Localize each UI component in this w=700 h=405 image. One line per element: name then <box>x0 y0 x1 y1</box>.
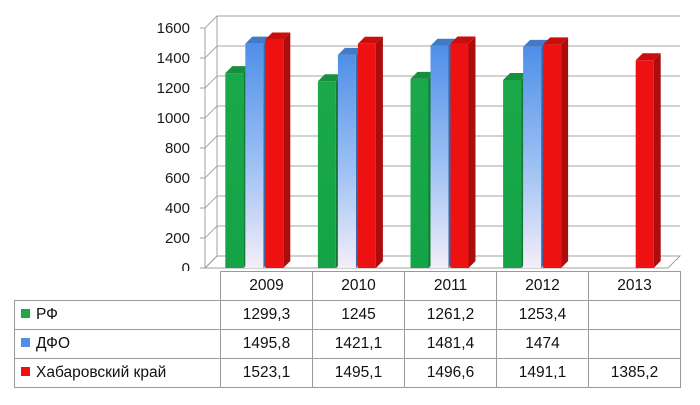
y-tick-label: 1600 <box>157 20 190 37</box>
data-label: 1245 <box>312 300 405 330</box>
legend-swatch <box>21 309 30 318</box>
legend-entry: Хабаровский край <box>14 358 221 388</box>
data-table: 2009 2010 2011 2012 2013 РФ 1299,3 1245 1261,2 12… <box>14 271 681 388</box>
bar-Хабаровский край-2012 <box>543 37 569 269</box>
data-label: 1495,8 <box>220 329 313 359</box>
table-corner <box>14 271 221 301</box>
data-label: 1495,1 <box>312 358 405 388</box>
bar-chart: 0 200 400 600 800 1000 1200 1400 1600 <box>157 15 682 271</box>
y-axis: 0 200 400 600 800 1000 1200 1400 1600 <box>157 15 682 271</box>
y-tick-label: 1400 <box>157 50 190 67</box>
series-name: Хабаровский край <box>36 364 167 381</box>
data-label: 1523,1 <box>220 358 313 388</box>
data-label: 1421,1 <box>312 329 405 359</box>
y-tick-label: 200 <box>165 230 190 247</box>
y-tick-label: 800 <box>165 140 190 157</box>
table-row: ДФО 1495,8 1421,1 1481,4 1474 <box>14 329 681 359</box>
bar-Хабаровский край-2011 <box>450 36 476 269</box>
legend-swatch <box>21 338 30 347</box>
category-label: 2010 <box>312 271 405 301</box>
data-label <box>588 329 681 359</box>
table-header-row: 2009 2010 2011 2012 2013 <box>14 271 681 301</box>
legend-entry: ДФО <box>14 329 221 359</box>
series-name: ДФО <box>36 335 70 352</box>
data-label <box>588 300 681 330</box>
gridline <box>204 15 680 29</box>
data-label: 1385,2 <box>588 358 681 388</box>
y-tick-label: 1000 <box>157 110 190 127</box>
data-label: 1261,2 <box>404 300 497 330</box>
series-name: РФ <box>36 306 58 323</box>
bars <box>225 32 661 269</box>
category-label: 2013 <box>588 271 681 301</box>
legend-swatch <box>21 367 30 376</box>
data-label: 1299,3 <box>220 300 313 330</box>
y-tick-label: 600 <box>165 170 190 187</box>
y-tick-label: 0 <box>182 260 190 271</box>
data-label: 1253,4 <box>496 300 589 330</box>
legend-entry: РФ <box>14 300 221 330</box>
table-row: Хабаровский край 1523,1 1495,1 1496,6 1491,1… <box>14 358 681 388</box>
data-label: 1496,6 <box>404 358 497 388</box>
data-label: 1491,1 <box>496 358 589 388</box>
data-label: 1474 <box>496 329 589 359</box>
category-label: 2011 <box>404 271 497 301</box>
bar-Хабаровский край-2009 <box>265 32 291 268</box>
bar-Хабаровский край-2010 <box>357 36 383 268</box>
y-tick-label: 1200 <box>157 80 190 97</box>
category-label: 2009 <box>220 271 313 301</box>
table-row: РФ 1299,3 1245 1261,2 1253,4 <box>14 300 681 330</box>
y-tick-label: 400 <box>165 200 190 217</box>
category-label: 2012 <box>496 271 589 301</box>
data-label: 1481,4 <box>404 329 497 359</box>
bar-Хабаровский край-2013 <box>635 53 661 268</box>
